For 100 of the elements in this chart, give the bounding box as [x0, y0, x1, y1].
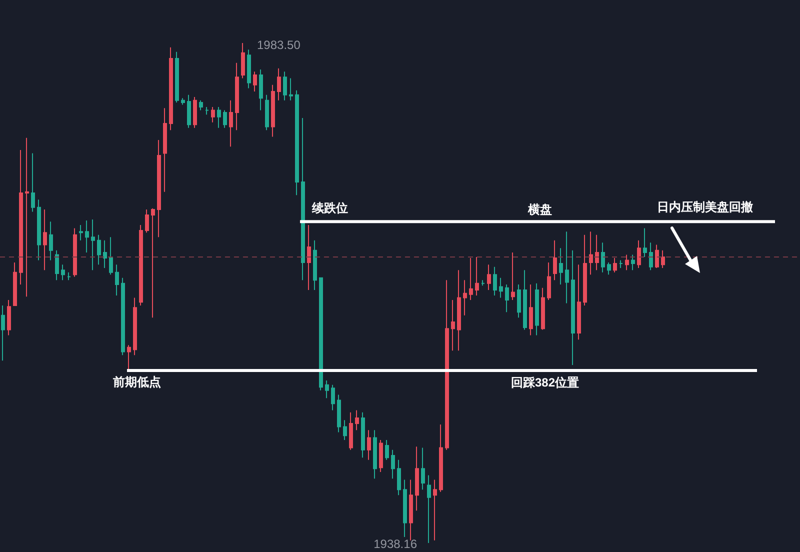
candlestick	[151, 208, 155, 318]
candlestick	[253, 71, 257, 92]
candlestick	[79, 224, 83, 241]
candlestick	[145, 209, 149, 234]
candlestick	[427, 474, 431, 544]
candlestick	[475, 256, 479, 296]
candlestick	[565, 231, 569, 304]
candlestick	[307, 224, 311, 291]
candlestick	[457, 270, 461, 352]
candlestick	[265, 94, 269, 131]
candlestick	[499, 277, 503, 298]
candlestick	[289, 78, 293, 101]
candlestick	[259, 68, 263, 111]
candlestick	[49, 221, 53, 261]
candlestick	[109, 236, 113, 276]
candlestick	[637, 240, 641, 268]
candlestick	[319, 277, 323, 391]
candlestick	[607, 262, 611, 276]
candlestick	[61, 264, 65, 281]
annotation: 1938.16	[374, 537, 418, 551]
annotation: 日内压制美盘回撤	[657, 200, 753, 214]
candlestick	[97, 234, 101, 266]
candlestick	[481, 280, 485, 286]
candlestick	[505, 284, 509, 313]
candlestick	[91, 218, 95, 271]
candlestick	[577, 264, 581, 340]
candlestick	[73, 228, 77, 278]
candlestick	[67, 272, 71, 281]
candlestick	[133, 297, 137, 356]
candlestick	[661, 250, 665, 268]
candlestick	[583, 234, 587, 306]
candlestick	[613, 258, 617, 273]
ref-line-label: 回踩382位置	[510, 376, 580, 390]
candlestick	[187, 94, 191, 128]
candlestick	[247, 49, 251, 89]
candlestick	[535, 282, 539, 336]
candlestick	[13, 262, 17, 306]
candlestick	[325, 380, 329, 399]
candlestick	[589, 231, 593, 276]
candlestick	[559, 248, 563, 286]
candlestick	[241, 42, 245, 79]
ref-line-label: 横盘	[527, 202, 552, 217]
candlestick	[103, 240, 107, 268]
candlestick	[523, 270, 527, 330]
candlestick	[541, 287, 545, 330]
candlestick	[25, 137, 29, 298]
candlestick	[181, 98, 185, 106]
candlestick	[115, 264, 119, 296]
candlestick	[553, 240, 557, 281]
candlestick	[205, 106, 209, 116]
candlestick	[139, 224, 143, 306]
candlestick	[385, 440, 389, 460]
candlestick	[127, 344, 131, 372]
candlestick	[43, 209, 47, 271]
candlestick	[283, 71, 287, 101]
candlestick	[463, 280, 467, 316]
candlestick	[295, 90, 299, 196]
candlestick	[235, 62, 239, 131]
candlestick	[55, 250, 59, 281]
candlestick	[175, 51, 179, 104]
candlestick	[547, 262, 551, 300]
candlestick	[643, 228, 647, 258]
candlestick	[403, 479, 407, 538]
candlestick	[343, 420, 347, 440]
candlestick	[361, 412, 365, 458]
candlestick	[373, 430, 377, 480]
candlestick	[421, 447, 425, 490]
candlestick	[631, 254, 635, 271]
candlestick	[313, 240, 317, 291]
candlestick	[619, 260, 623, 268]
candlestick	[451, 299, 455, 352]
candlestick	[367, 430, 371, 460]
candlestick	[19, 149, 23, 286]
candlestick	[571, 250, 575, 366]
candlestick	[7, 299, 11, 336]
candlestick	[229, 100, 233, 148]
annotation: 续跌位	[311, 201, 348, 215]
candlestick	[625, 254, 629, 271]
candlestick	[445, 280, 449, 450]
candlestick	[487, 264, 491, 291]
candlestick	[199, 100, 203, 111]
candlestick	[439, 424, 443, 492]
candlestick	[355, 410, 359, 431]
candlestick	[469, 258, 473, 300]
candlestick	[277, 68, 281, 101]
candlestick	[211, 106, 215, 123]
candlestick	[163, 108, 167, 192]
annotation: 前期低点	[112, 375, 161, 389]
candlestick	[31, 152, 35, 212]
candlestick	[655, 244, 659, 268]
candlestick	[85, 220, 89, 254]
candlestick	[601, 242, 605, 273]
candlestick	[169, 46, 173, 131]
candlestick	[529, 284, 533, 336]
candlestick	[1, 304, 5, 362]
candlestick	[337, 394, 341, 433]
candlestick	[433, 479, 437, 541]
candlestick	[223, 110, 227, 128]
candlestick	[217, 106, 221, 128]
candlestick	[349, 412, 353, 450]
